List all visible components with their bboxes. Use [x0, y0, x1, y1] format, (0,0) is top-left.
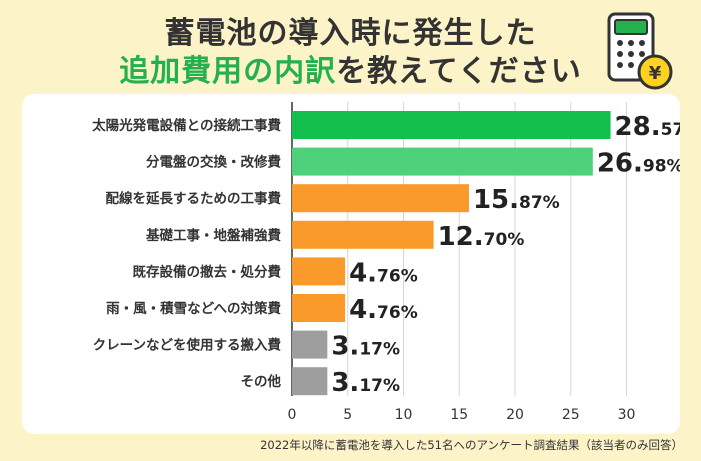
title-rest: を教えてください [336, 54, 582, 89]
data-label: 12.70% [438, 222, 525, 252]
data-label-int: 15. [473, 185, 519, 215]
category-label: 配線を延長するための工事費 [106, 190, 282, 207]
data-label-int: 3. [331, 332, 359, 362]
data-label-int: 4. [349, 295, 377, 325]
chart-panel: 太陽光発電設備との接続工事費分電盤の交換・改修費配線を延長するための工事費基礎工… [22, 94, 680, 434]
data-label-int: 26. [597, 149, 643, 179]
footnote: 2022年以降に蓄電池を導入した51名へのアンケート調査結果（該当者のみ回答） [260, 438, 683, 452]
x-tick-label: 25 [562, 407, 580, 423]
category-label: 既存設備の撤去・処分費 [133, 263, 282, 280]
bar-chart: 太陽光発電設備との接続工事費分電盤の交換・改修費配線を延長するための工事費基礎工… [92, 102, 680, 423]
data-label-int: 12. [438, 222, 484, 252]
title-highlight: 追加費用の内訳 [119, 54, 337, 89]
bar [292, 111, 611, 139]
x-tick-label: 20 [506, 407, 524, 423]
x-tick-label: 0 [288, 407, 297, 423]
category-label: その他 [241, 373, 282, 390]
bar [292, 367, 328, 396]
x-tick-label: 5 [343, 407, 352, 423]
data-label-dec: 87% [519, 193, 560, 213]
category-label: クレーンなどを使用する搬入費 [93, 337, 282, 354]
data-label: 15.87% [473, 185, 560, 215]
data-label-dec: 76% [377, 303, 418, 323]
category-label: 基礎工事・地盤補強費 [146, 227, 281, 244]
data-label: 4.76% [349, 295, 418, 325]
data-label-dec: 98% [643, 157, 680, 177]
data-label-dec: 76% [377, 266, 418, 286]
bar [292, 220, 434, 249]
data-label: 26.98% [597, 149, 680, 179]
data-label-int: 4. [349, 258, 377, 288]
data-label: 4.76% [349, 258, 418, 288]
data-label-dec: 57% [661, 120, 680, 140]
data-label-int: 28. [615, 112, 661, 142]
data-label-dec: 17% [359, 340, 400, 360]
category-label: 雨・風・積雪などへの対策費 [106, 300, 281, 317]
x-tick-label: 10 [395, 407, 413, 423]
category-label: 太陽光発電設備との接続工事費 [92, 117, 281, 134]
data-label: 3.17% [331, 332, 400, 362]
data-label: 3.17% [331, 368, 400, 398]
yen-symbol: ¥ [649, 63, 662, 84]
bar [292, 257, 346, 286]
data-label: 28.57% [615, 112, 680, 142]
category-label: 分電盤の交換・改修費 [146, 154, 281, 171]
data-label-dec: 17% [359, 376, 400, 396]
x-tick-label: 30 [618, 407, 636, 423]
page-title-line1: 蓄電池の導入時に発生した [164, 16, 537, 51]
data-label-int: 3. [331, 368, 359, 398]
data-label-dec: 70% [484, 230, 525, 250]
bar [292, 147, 593, 176]
page-title-line2: 追加費用の内訳を教えてください [0, 46, 701, 90]
x-tick-label: 15 [450, 407, 468, 423]
calculator-yen-icon: ¥ [605, 10, 677, 92]
bar [292, 294, 346, 322]
bar [292, 330, 328, 359]
bar [292, 184, 469, 213]
